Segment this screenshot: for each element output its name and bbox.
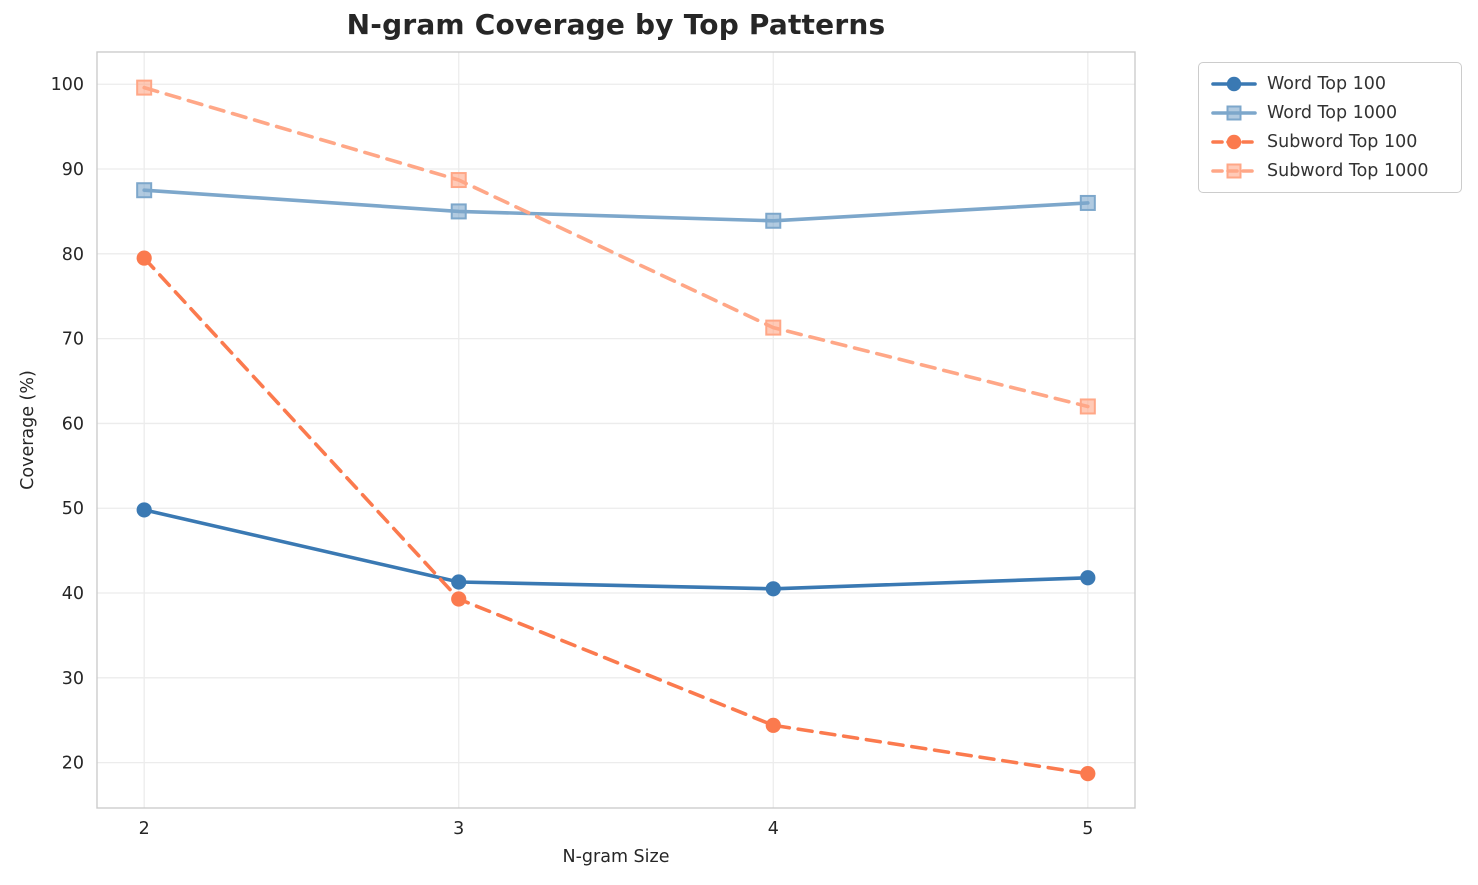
- x-tick-label: 3: [453, 819, 464, 839]
- legend-swatch-square-icon: [1211, 163, 1257, 179]
- series-marker: [1079, 398, 1096, 415]
- plot-border: [96, 51, 1136, 809]
- legend-label: Word Top 100: [1267, 74, 1387, 94]
- chart-title: N-gram Coverage by Top Patterns: [346, 8, 886, 41]
- legend-item: Word Top 100: [1211, 73, 1447, 95]
- series-marker: [765, 319, 782, 336]
- legend-swatch-circle-icon: [1211, 134, 1257, 150]
- series-marker: [450, 172, 467, 189]
- series-subword-top-1000: [136, 79, 1096, 415]
- legend-marker: [1226, 134, 1242, 150]
- legend-label: Word Top 1000: [1267, 103, 1398, 123]
- series-line: [142, 508, 1090, 591]
- tick-labels: 20 30 40 50 60 70 80 90 100 2 3 4 5: [51, 75, 1094, 839]
- series-marker: [136, 502, 152, 518]
- series-marker: [1080, 766, 1096, 782]
- grid-lines: [97, 52, 1135, 808]
- x-axis-label: N-gram Size: [563, 847, 670, 867]
- legend-marker: [1226, 105, 1242, 121]
- y-tick-label: 70: [62, 330, 84, 350]
- legend-swatch-square-icon: [1211, 105, 1257, 121]
- series-marker: [451, 574, 467, 590]
- series-marker: [765, 581, 781, 597]
- legend-swatch-circle-icon: [1211, 76, 1257, 92]
- legend-marker: [1226, 76, 1242, 92]
- series-marker: [136, 250, 152, 266]
- series-marker: [451, 591, 467, 607]
- series-marker: [765, 212, 782, 229]
- legend: Word Top 100 Word Top 1000 Subword Top 100…: [1198, 62, 1462, 193]
- y-tick-label: 50: [62, 499, 84, 519]
- legend-item: Word Top 1000: [1211, 102, 1447, 124]
- legend-item: Subword Top 1000: [1211, 160, 1447, 182]
- series-marker: [136, 182, 153, 199]
- legend-label: Subword Top 100: [1267, 132, 1418, 152]
- x-tick-label: 5: [1082, 819, 1093, 839]
- x-tick-label: 4: [768, 819, 779, 839]
- legend-item: Subword Top 100: [1211, 131, 1447, 153]
- y-tick-label: 20: [62, 754, 84, 774]
- y-tick-label: 60: [62, 414, 84, 434]
- series-line: [142, 188, 1090, 223]
- series-marker: [450, 203, 467, 220]
- series-marker: [1080, 570, 1096, 586]
- series-marker: [136, 79, 153, 96]
- y-tick-label: 80: [62, 245, 84, 265]
- series-line: [142, 85, 1090, 409]
- series-line: [142, 256, 1090, 776]
- legend-label: Subword Top 1000: [1267, 161, 1429, 181]
- series-subword-top-100: [136, 250, 1096, 782]
- y-axis-label: Coverage (%): [18, 370, 38, 490]
- x-tick-label: 2: [139, 819, 150, 839]
- series-word-top-100: [136, 502, 1096, 597]
- legend-marker: [1226, 163, 1242, 179]
- series-word-top-1000: [136, 182, 1096, 229]
- y-tick-label: 90: [62, 160, 84, 180]
- series-marker: [1079, 194, 1096, 211]
- series-layer: [136, 79, 1096, 782]
- y-tick-label: 30: [62, 669, 84, 689]
- series-marker: [765, 717, 781, 733]
- y-tick-label: 100: [51, 75, 84, 95]
- y-tick-label: 40: [62, 584, 84, 604]
